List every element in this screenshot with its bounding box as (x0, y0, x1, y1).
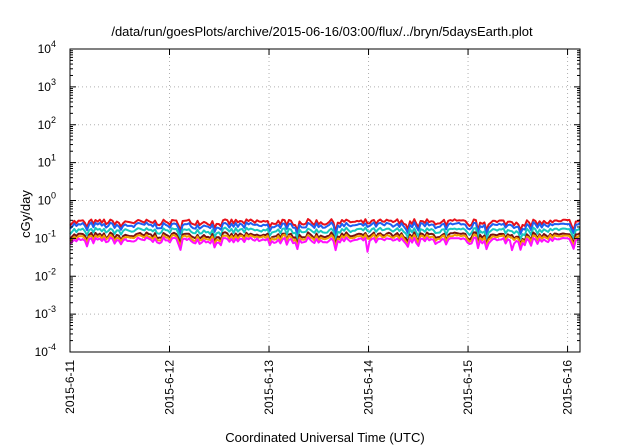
x-tick-label: 2015-6-15 (461, 360, 475, 415)
x-axis-label: Coordinated Universal Time (UTC) (225, 430, 424, 445)
y-axis-label: cGy/day (18, 190, 33, 238)
y-tick-label: 10-2 (35, 266, 56, 283)
x-tick-label: 2015-6-14 (362, 360, 376, 415)
y-tick-label: 102 (38, 115, 56, 132)
y-tick-label: 100 (38, 191, 56, 208)
x-tick-labels: 2015-6-11 2015-6-12 2015-6-13 2015-6-14 2015… (63, 360, 575, 415)
series-line-6 (69, 236, 581, 253)
series-line-3 (69, 226, 581, 242)
series-group (69, 218, 581, 253)
y-tick-label: 104 (38, 39, 56, 56)
y-tick-labels: 10-4 10-3 10-2 10-1 100 101 102 103 104 (35, 39, 56, 359)
x-tick-label: 2015-6-12 (163, 360, 177, 415)
series-line-1 (69, 218, 581, 233)
y-tick-label: 101 (38, 153, 56, 170)
x-tick-label: 2015-6-11 (63, 360, 77, 414)
series-line-5 (69, 233, 581, 249)
x-tick-label: 2015-6-13 (262, 360, 276, 415)
series-line-4 (69, 231, 581, 246)
series-line-2 (69, 221, 581, 236)
chart-title: /data/run/goesPlots/archive/2015-06-16/0… (111, 24, 533, 39)
y-tick-label: 103 (38, 77, 56, 94)
y-tick-label: 10-1 (35, 228, 56, 245)
y-tick-label: 10-4 (35, 342, 56, 359)
x-tick-label: 2015-6-16 (561, 360, 575, 415)
grid-lines (70, 49, 580, 352)
tick-marks (69, 48, 580, 353)
y-tick-label: 10-3 (35, 304, 56, 321)
